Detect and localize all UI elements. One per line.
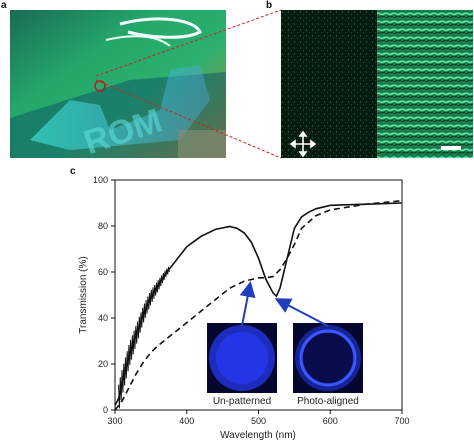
region-marker [94,80,106,92]
arrow-photoaligned [274,298,329,327]
y-tick-label: 60 [98,267,108,277]
inset-photoaligned [293,323,363,393]
inset-unpatterned [207,323,277,393]
x-tick-label: 700 [394,416,409,426]
solid-curve-noise [118,266,170,409]
y-tick-label: 20 [98,359,108,369]
y-tick-label: 100 [93,175,108,185]
x-tick-label: 400 [179,416,194,426]
y-tick-label: 80 [98,221,108,231]
panel-letter-b: b [266,0,273,11]
transmission-chart: 300 400 500 600 700 0 20 40 60 80 100 Transmission… [78,175,410,441]
y-tick-label: 0 [103,405,108,415]
y-axis-title: Transmission (%) [78,256,89,333]
x-axis-title: Wavelength (nm) [220,430,296,441]
y-tick-label: 40 [98,313,108,323]
panel-letter-c: c [70,166,76,177]
annotation-label-photoaligned: Photo-aligned [297,396,359,407]
x-tick-label: 600 [323,416,338,426]
arrow-unpatterned [239,280,256,327]
unpatterned-curve [114,199,403,411]
panel-letter-a: a [1,0,7,11]
x-tick-label: 300 [107,416,122,426]
annotation-label-unpatterned: Un-patterned [213,396,271,407]
polarized-micrograph [281,10,473,158]
crossed-arrows-icon [289,130,317,158]
scale-bar [441,146,461,150]
x-tick-label: 500 [251,416,266,426]
zoom-connectors [95,9,282,159]
sample-photo: ROM [10,10,226,158]
